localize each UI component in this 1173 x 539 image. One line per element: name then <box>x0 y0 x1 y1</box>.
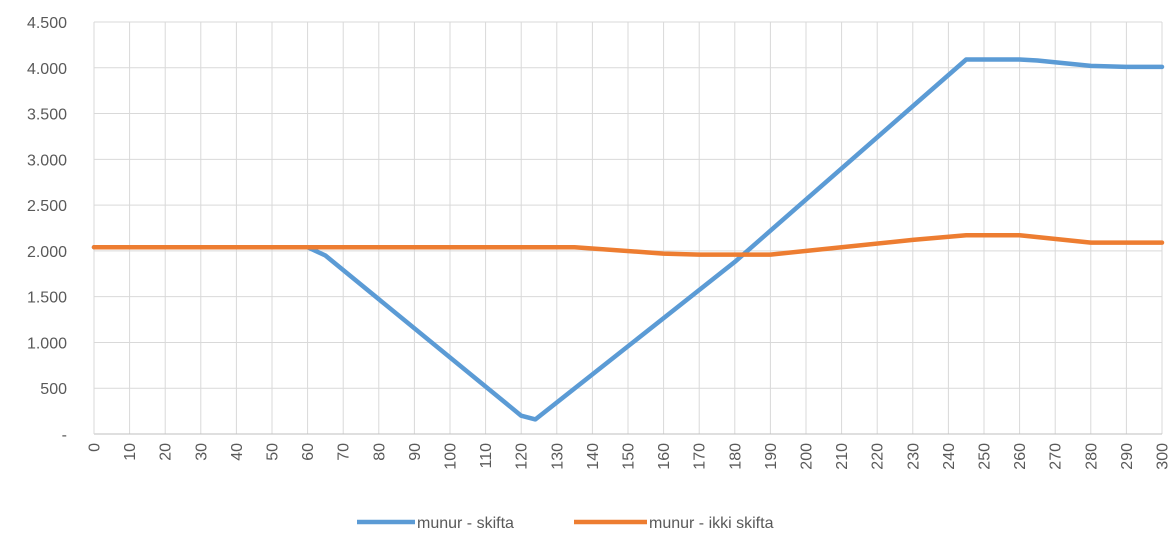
x-tick-label: 100 <box>443 443 460 470</box>
legend-label-1: munur - skifta <box>417 515 514 532</box>
x-tick-label: 120 <box>514 443 531 470</box>
x-tick-label: 70 <box>336 443 353 461</box>
x-tick-label: 30 <box>193 443 210 461</box>
x-tick-label: 60 <box>300 443 317 461</box>
x-tick-label: 170 <box>692 443 709 470</box>
y-tick-label: 500 <box>40 381 67 398</box>
x-tick-label: 190 <box>763 443 780 470</box>
x-tick-label: 110 <box>478 443 495 469</box>
x-tick-label: 300 <box>1155 443 1172 470</box>
x-tick-label: 150 <box>621 443 638 470</box>
x-tick-label: 200 <box>799 443 816 470</box>
x-tick-label: 20 <box>158 443 175 461</box>
x-tick-label: 0 <box>87 443 104 452</box>
x-axis-tick-labels: 0 10 20 30 40 50 60 70 80 90 100 110 120 130 140 150 160… <box>87 443 1172 470</box>
y-tick-label: 2.000 <box>27 244 67 261</box>
axes <box>93 22 1162 435</box>
y-tick-label: 4.000 <box>27 61 67 78</box>
x-tick-label: 250 <box>977 443 994 470</box>
x-tick-label: 80 <box>371 443 388 461</box>
y-axis-tick-labels: - 500 1.000 1.500 2.000 2.500 3.000 3.500 4.000 4… <box>27 15 67 444</box>
y-tick-label: 3.500 <box>27 107 67 124</box>
x-tick-label: 10 <box>122 443 139 461</box>
series-line-2 <box>91 233 1165 257</box>
legend: munur - skifta munur - ikki skifta <box>357 515 774 532</box>
series-lines <box>91 57 1165 422</box>
x-tick-label: 290 <box>1119 443 1136 470</box>
grid <box>94 21 1163 434</box>
x-tick-label: 130 <box>549 443 566 470</box>
x-tick-label: 140 <box>585 443 602 470</box>
legend-label-2: munur - ikki skifta <box>649 515 774 532</box>
y-tick-label: 4.500 <box>27 15 67 32</box>
y-tick-label: 1.500 <box>27 290 67 307</box>
x-tick-label: 270 <box>1048 443 1065 470</box>
x-tick-label: 240 <box>941 443 958 470</box>
x-tick-label: 280 <box>1083 443 1100 470</box>
x-tick-label: 50 <box>265 443 282 461</box>
y-tick-label: 2.500 <box>27 198 67 215</box>
x-tick-label: 260 <box>1012 443 1029 470</box>
y-tick-label: 3.000 <box>27 152 67 169</box>
y-tick-label: - <box>62 427 67 444</box>
x-tick-label: 40 <box>229 443 246 461</box>
x-tick-label: 90 <box>407 443 424 461</box>
x-tick-label: 230 <box>905 443 922 470</box>
series-line-1 <box>91 57 1165 422</box>
y-tick-label: 1.000 <box>27 335 67 352</box>
x-tick-label: 180 <box>727 443 744 470</box>
x-tick-label: 210 <box>834 443 851 470</box>
x-tick-label: 160 <box>656 443 673 470</box>
x-tick-label: 220 <box>870 443 887 470</box>
